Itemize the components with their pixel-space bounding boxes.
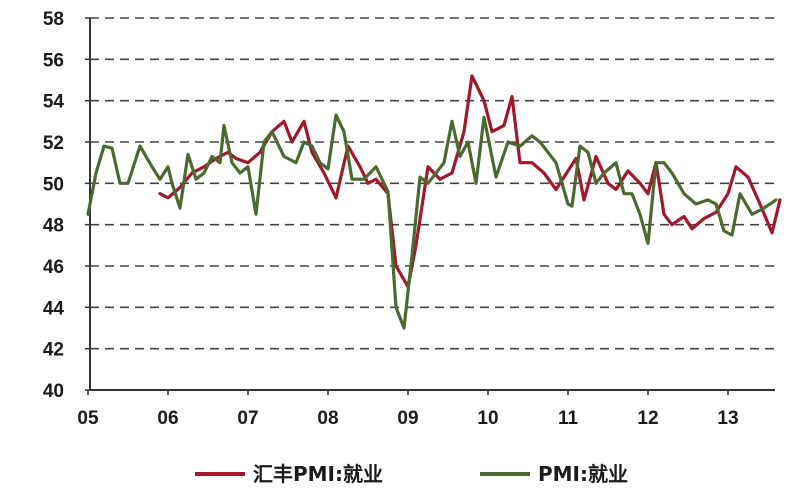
legend-label-2: PMI:就业 <box>538 462 628 486</box>
x-tick-label-08: 08 <box>317 408 338 429</box>
y-tick-label-52: 52 <box>43 133 64 154</box>
y-axis-ticks: 40 42 44 46 48 50 52 54 56 58 <box>43 9 90 402</box>
y-tick-label-54: 54 <box>43 92 65 113</box>
x-tick-label-09: 09 <box>397 408 418 429</box>
y-tick-label-42: 42 <box>43 340 64 361</box>
series-line-2 <box>86 113 778 330</box>
x-tick-label-05: 05 <box>77 408 99 429</box>
y-tick-label-46: 46 <box>43 257 64 278</box>
y-tick-label-56: 56 <box>43 50 64 71</box>
y-tick-label-48: 48 <box>43 216 64 237</box>
x-axis-ticks: 05 06 07 08 09 10 11 12 13 <box>77 390 739 429</box>
y-tick-label-40: 40 <box>43 381 64 402</box>
gridlines <box>90 17 775 350</box>
legend-label-1: 汇丰PMI:就业 <box>253 462 383 486</box>
x-tick-label-06: 06 <box>157 408 178 429</box>
x-tick-label-07: 07 <box>237 408 258 429</box>
x-tick-label-11: 11 <box>558 408 579 429</box>
y-tick-label-50: 50 <box>43 174 64 195</box>
x-tick-label-10: 10 <box>477 408 498 429</box>
y-tick-label-44: 44 <box>43 298 65 319</box>
legend: 汇丰PMI:就业 PMI:就业 <box>195 462 628 486</box>
x-tick-label-12: 12 <box>637 408 658 429</box>
y-tick-label-58: 58 <box>43 9 64 30</box>
series-lines <box>86 74 782 330</box>
x-tick-label-13: 13 <box>717 408 738 429</box>
